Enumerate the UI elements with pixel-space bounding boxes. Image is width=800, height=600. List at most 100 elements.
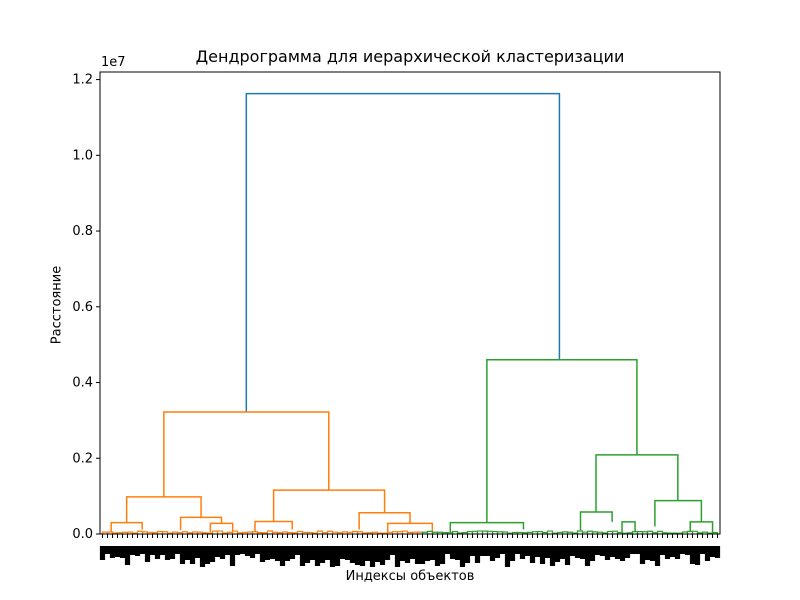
merge-orange-right: [272, 489, 386, 522]
x-tick-label: [634, 546, 641, 554]
x-tick-label: [709, 546, 716, 557]
x-tick-label: [534, 546, 541, 557]
x-tick-label: [334, 546, 341, 566]
x-tick-label: [144, 546, 151, 562]
x-tick-label: [369, 546, 376, 567]
y-tick-label: 0.6: [72, 300, 93, 315]
x-tick-label: [429, 546, 436, 560]
merge-green-top: [486, 359, 638, 523]
x-tick-label: [674, 546, 681, 559]
x-tick-label: [514, 546, 521, 554]
x-tick-label: [294, 546, 301, 555]
x-tick-label: [579, 546, 586, 559]
x-tick-label: [379, 546, 386, 565]
dendrogram-lines: [101, 92, 719, 534]
x-tick-label: [119, 546, 126, 558]
x-tick-label: [609, 546, 616, 557]
x-tick-label: [589, 546, 596, 561]
x-tick-label: [329, 546, 336, 567]
x-tick-label: [439, 546, 446, 564]
x-tick-label: [314, 546, 321, 566]
x-tick-label: [274, 546, 281, 561]
x-tick-label: [654, 546, 661, 566]
leaf-link: [546, 530, 554, 534]
x-tick-label: [194, 546, 201, 558]
x-tick-label: [504, 546, 511, 567]
x-tick-label: [509, 546, 516, 561]
x-tick-label: [124, 546, 131, 565]
x-tick-label: [434, 546, 441, 566]
x-tick-label: [704, 546, 711, 561]
y-tick-label: 0.0: [72, 527, 93, 542]
x-tick-label: [374, 546, 381, 562]
x-tick-label: [544, 546, 551, 558]
y-tick-label: 0.8: [72, 224, 93, 239]
merge-green-right-a: [579, 511, 613, 531]
x-tick-label: [339, 546, 346, 559]
x-tick-label: [234, 546, 241, 555]
x-tick-label: [649, 546, 656, 561]
merge-o1: [110, 521, 143, 533]
x-tick-label: [524, 546, 531, 556]
x-tick-label: [644, 546, 651, 560]
x-tick-label: [219, 546, 226, 559]
x-tick-label: [564, 546, 571, 565]
x-tick-label: [679, 546, 686, 554]
x-tick-label: [459, 546, 466, 567]
merge-o4: [358, 512, 411, 530]
x-tick-label: [114, 546, 121, 557]
merge-o6: [386, 522, 434, 533]
x-tick-label: [454, 546, 461, 560]
merge-g2: [689, 521, 714, 533]
x-tick-label: [669, 546, 676, 557]
plot-frame: [99, 71, 721, 535]
merge-o2: [179, 516, 223, 531]
x-tick-label: [249, 546, 256, 558]
y-tick-label: 1.0: [72, 148, 93, 163]
x-tick-label: [289, 546, 296, 559]
x-tick-label: [494, 546, 501, 558]
x-tick-label: [269, 546, 276, 559]
x-tick-label: [659, 546, 666, 555]
y-axis-ticks: 0.0 0.2 0.4 0.6 0.8 1.0 1.2: [72, 73, 100, 542]
merge-g1: [621, 521, 636, 533]
x-tick-label: [414, 546, 421, 564]
x-tick-label: [324, 546, 331, 560]
merge-green-left: [449, 521, 525, 533]
x-tick-label: [529, 546, 536, 563]
y-tick-label: 1.2: [72, 73, 93, 88]
x-tick-label: [99, 546, 106, 560]
x-tick-label: [404, 546, 411, 563]
x-tick-label: [159, 546, 166, 555]
x-tick-label: [474, 546, 481, 563]
x-tick-label: [179, 546, 186, 564]
x-tick-label: [309, 546, 316, 560]
x-tick-label: [489, 546, 496, 561]
merge-root: [245, 92, 561, 413]
x-tick-label: [139, 546, 146, 554]
x-tick-label: [359, 546, 366, 566]
x-tick-label: [174, 546, 181, 554]
x-tick-label: [549, 546, 556, 566]
x-tick-label: [354, 546, 361, 565]
x-tick-label: [209, 546, 216, 562]
x-tick-label: [614, 546, 621, 559]
x-tick-label: [184, 546, 191, 560]
x-tick-label: [664, 546, 671, 559]
x-tick-label: [619, 546, 626, 561]
x-tick-label: [594, 546, 601, 555]
x-tick-label: [229, 546, 236, 566]
x-tick-label: [104, 546, 111, 554]
x-tick-label: [689, 546, 696, 564]
x-tick-label: [399, 546, 406, 561]
x-tick-label: [569, 546, 576, 556]
x-tick-label: [259, 546, 266, 562]
x-tick-label: [519, 546, 526, 559]
x-tick-label: [394, 546, 401, 567]
x-tick-label: [499, 546, 506, 554]
x-tick-label: [149, 546, 156, 555]
x-tick-label: [189, 546, 196, 564]
x-tick-label: [389, 546, 396, 555]
x-tick-label: [584, 546, 591, 566]
